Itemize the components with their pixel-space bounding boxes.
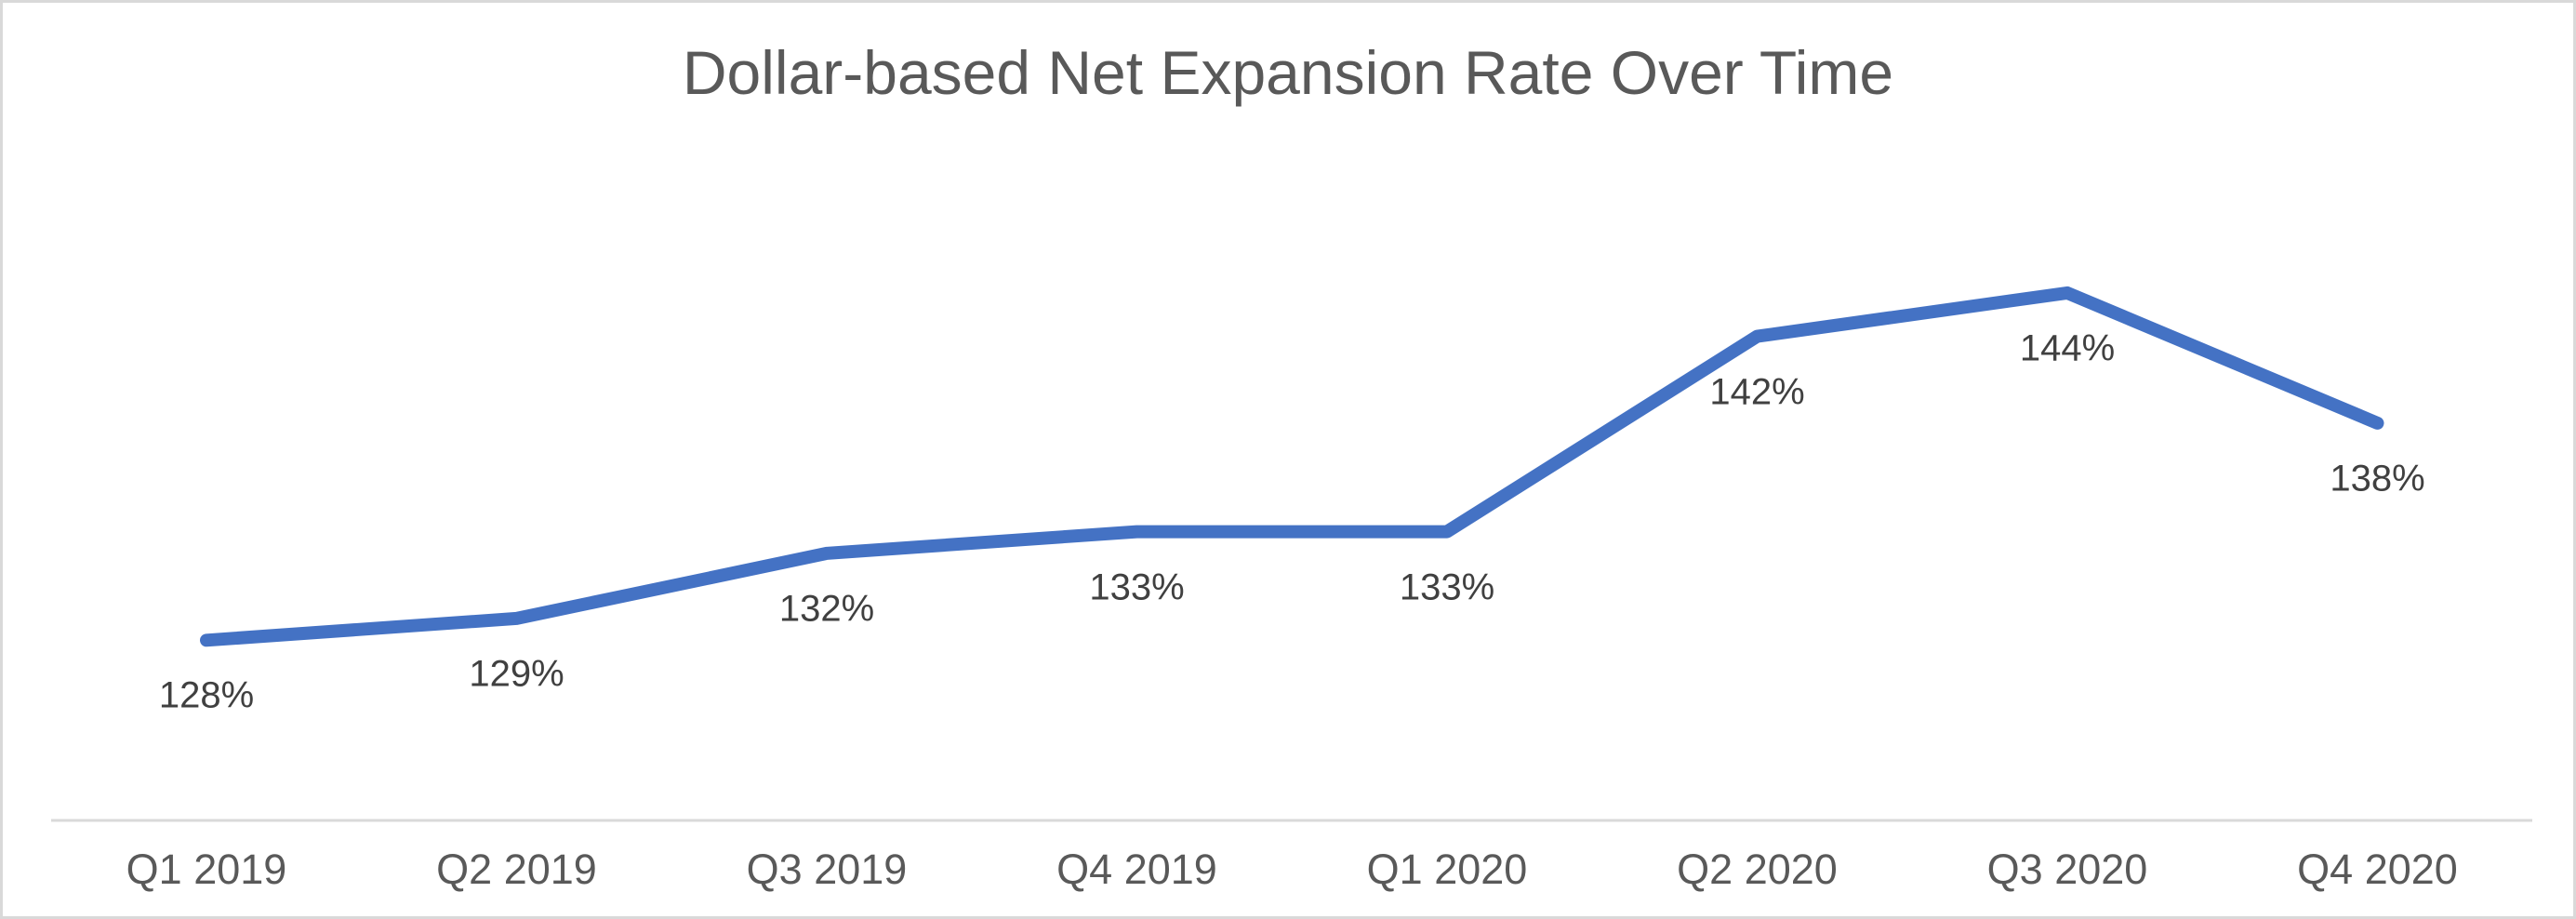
data-label: 128%: [158, 674, 255, 716]
x-axis-label: Q2 2019: [436, 846, 597, 893]
x-axis-label: Q3 2020: [1986, 846, 2148, 893]
x-axis-label: Q3 2019: [746, 846, 908, 893]
x-axis-label: Q2 2020: [1677, 846, 1838, 893]
plot-area: [51, 286, 2532, 822]
x-axis-label: Q4 2019: [1056, 846, 1217, 893]
data-label: 133%: [1399, 566, 1495, 608]
data-label: 138%: [2330, 458, 2425, 499]
data-label: 132%: [778, 588, 875, 630]
series-line: [200, 286, 2384, 647]
chart-title: Dollar-based Net Expansion Rate Over Tim…: [682, 38, 1894, 107]
data-label: 133%: [1089, 566, 1185, 608]
data-label: 142%: [1709, 371, 1805, 413]
x-axis-label: Q1 2020: [1366, 846, 1528, 893]
x-axis-label: Q1 2019: [126, 846, 287, 893]
x-axis-label: Q4 2020: [2297, 846, 2458, 893]
data-label: 129%: [469, 653, 564, 695]
data-label: 144%: [2019, 327, 2116, 369]
